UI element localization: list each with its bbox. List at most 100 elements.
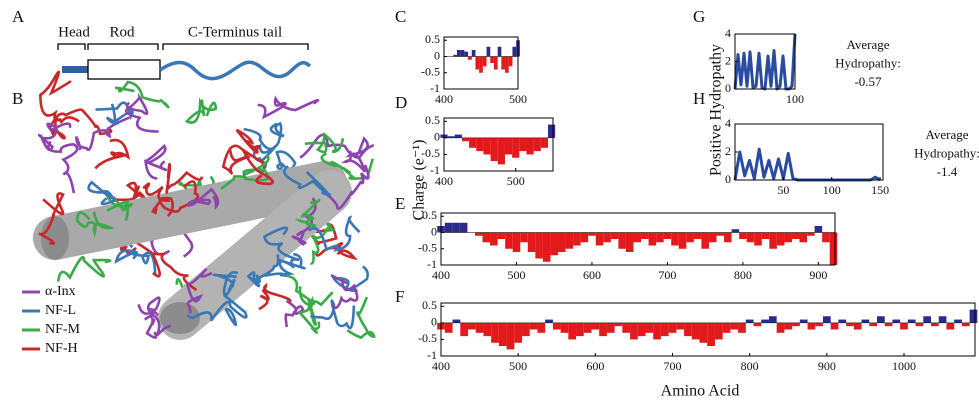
bar xyxy=(746,232,755,243)
bar xyxy=(535,232,543,259)
bar xyxy=(583,322,592,333)
x-tick-label: 600 xyxy=(583,268,601,282)
protein-strand xyxy=(257,95,320,120)
bar xyxy=(807,322,816,330)
bar xyxy=(444,322,453,333)
bar xyxy=(512,232,521,252)
protein-strand xyxy=(57,255,112,282)
bar xyxy=(791,232,800,239)
bar xyxy=(506,322,515,350)
bar xyxy=(633,232,642,243)
bar xyxy=(716,232,725,236)
bar xyxy=(505,56,509,73)
bar xyxy=(557,232,566,252)
x-tick-label: 1000 xyxy=(892,359,916,373)
bar xyxy=(545,319,553,323)
bar xyxy=(846,322,854,327)
bar xyxy=(784,322,793,330)
bar xyxy=(792,322,800,327)
bar xyxy=(522,322,530,337)
protein-strand xyxy=(87,180,117,206)
bar xyxy=(514,322,523,343)
protein-strand xyxy=(235,128,261,154)
annotation: -0.57 xyxy=(854,74,882,89)
protein-strand xyxy=(186,294,248,322)
protein-strand xyxy=(75,211,116,238)
bar xyxy=(501,56,506,70)
x-tick-label: 900 xyxy=(809,268,827,282)
bar xyxy=(550,232,558,256)
bar xyxy=(497,46,502,57)
bar xyxy=(606,322,615,333)
bar xyxy=(648,232,657,246)
protein-strand xyxy=(47,140,79,194)
bar xyxy=(761,319,769,323)
bar xyxy=(491,322,499,343)
plot-frame xyxy=(443,117,554,172)
bar xyxy=(876,316,885,323)
bar xyxy=(776,232,785,246)
bar xyxy=(761,232,770,239)
bar xyxy=(622,322,631,333)
bar xyxy=(799,319,808,323)
protein-strand xyxy=(228,148,274,186)
bar xyxy=(483,137,491,155)
panel-label: B xyxy=(12,89,23,108)
bar xyxy=(730,322,739,330)
bar xyxy=(497,137,505,165)
x-tick-label: 500 xyxy=(509,359,527,373)
x-tick-label: 500 xyxy=(509,92,527,106)
bar xyxy=(452,222,460,233)
bar xyxy=(645,322,654,333)
bar xyxy=(768,316,777,323)
bar xyxy=(483,322,492,337)
bar xyxy=(540,137,548,148)
y-tick-label: -1 xyxy=(427,348,437,362)
bar xyxy=(915,322,924,327)
x-tick-label: 800 xyxy=(741,359,759,373)
bar xyxy=(526,137,534,155)
bar xyxy=(961,322,970,327)
y-tick-label: 0 xyxy=(434,48,440,62)
protein-strand xyxy=(124,92,159,133)
bar xyxy=(490,56,494,63)
bar xyxy=(769,232,777,249)
bar xyxy=(641,232,649,239)
protein-strand xyxy=(144,143,168,180)
protein-strand xyxy=(75,116,130,152)
bar xyxy=(520,232,528,243)
y-tick-label: 0 xyxy=(431,315,437,329)
panel-label: F xyxy=(395,287,404,306)
protein-strand xyxy=(165,162,203,194)
x-tick-label: 700 xyxy=(664,359,682,373)
x-tick-label: 500 xyxy=(507,268,525,282)
bar xyxy=(892,319,901,323)
y-tick-label: 0 xyxy=(725,81,731,95)
x-tick-label: 100 xyxy=(786,92,804,106)
bar xyxy=(547,124,556,138)
bar xyxy=(461,137,470,142)
annotation: Average xyxy=(925,127,968,142)
bar xyxy=(691,322,700,340)
bar xyxy=(493,56,498,70)
y-tick-label: 0 xyxy=(434,130,440,144)
bar xyxy=(573,232,581,246)
x-tick-label: 900 xyxy=(818,359,836,373)
protein-strand xyxy=(184,97,218,124)
bar xyxy=(830,322,839,330)
annotation: -1.4 xyxy=(937,164,958,179)
legend-label: NF-L xyxy=(45,303,76,318)
y-tick-label: -1 xyxy=(427,257,437,271)
y-tick-label: -1 xyxy=(430,81,440,95)
bar xyxy=(923,316,932,323)
bar xyxy=(482,56,487,67)
y-tick-label: 0.5 xyxy=(425,113,440,127)
bar xyxy=(814,226,823,233)
annotation: Average xyxy=(846,37,889,52)
diagram-label: Head xyxy=(58,24,90,40)
bar xyxy=(498,322,507,347)
protein-strand xyxy=(310,299,356,330)
bar xyxy=(580,232,589,243)
bar xyxy=(907,319,916,323)
y-tick-label: -0.5 xyxy=(421,146,440,160)
